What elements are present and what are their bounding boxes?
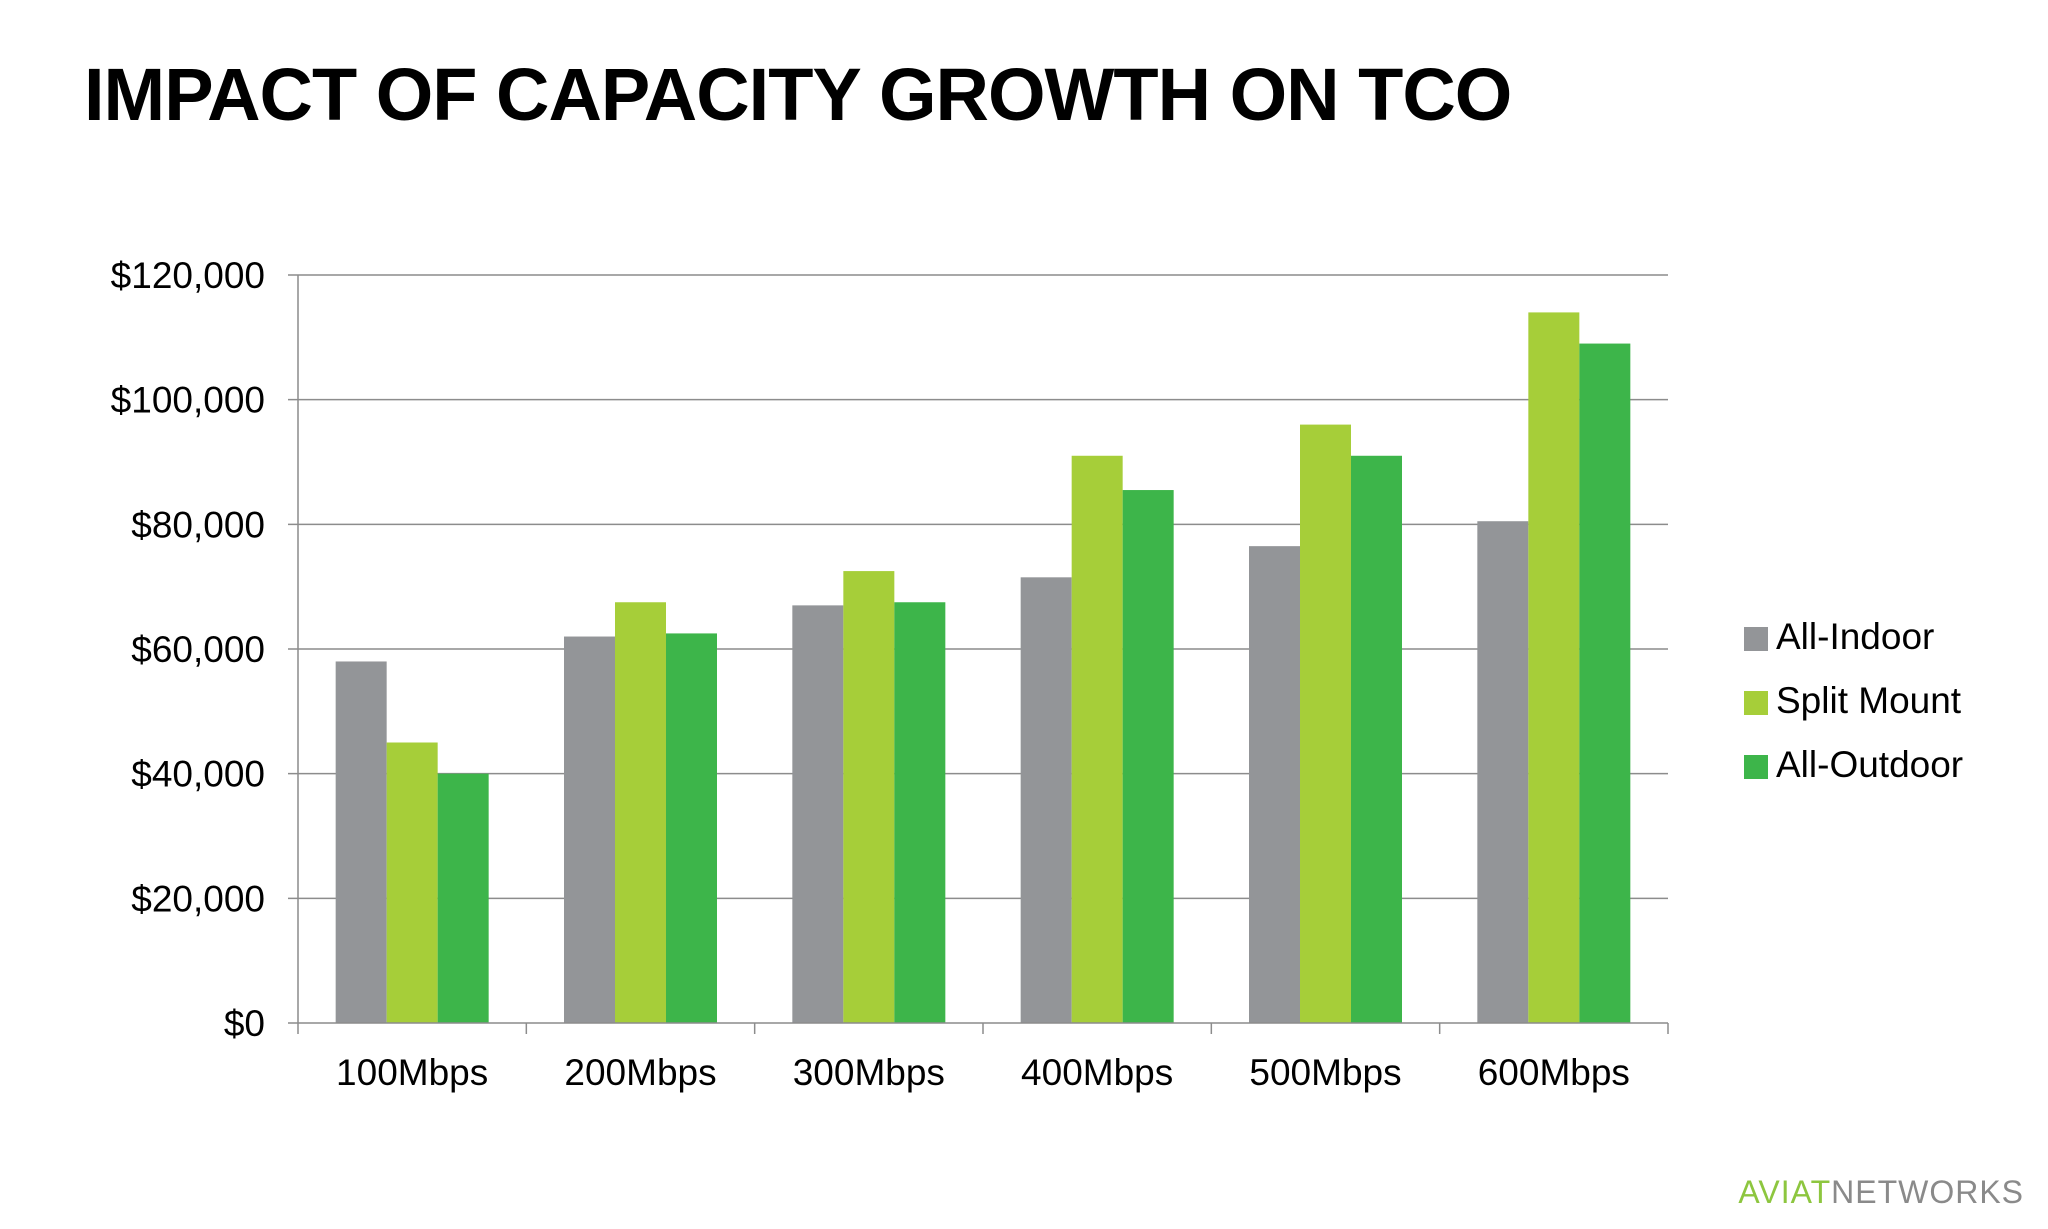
bar-all-outdoor [1122,490,1174,1023]
bar-split-mount [1300,424,1351,1024]
bar-all-outdoor [1351,455,1402,1023]
bar-all-indoor [1249,546,1300,1023]
bar-all-outdoor [894,602,946,1023]
slide-title: IMPACT OF CAPACITY GROWTH ON TCO [84,53,1512,136]
bar-split-mount [1528,312,1580,1023]
x-tick-label: 600Mbps [1478,1052,1630,1093]
company-logo: AVIATNETWORKS [1738,1174,2024,1211]
bar-all-indoor [1020,577,1072,1023]
bar-all-indoor [792,605,844,1023]
tick-labels: $0 $20,000 $40,000 $60,000 $80,000 $100,000 $1… [111,255,1630,1093]
bar-all-outdoor [1579,343,1631,1024]
y-tick-label: $40,000 [131,754,265,795]
y-tick-label: $60,000 [131,629,265,670]
x-tick-label: 400Mbps [1021,1052,1173,1093]
logo-suffix: NETWORKS [1831,1174,2024,1210]
x-tick-label: 500Mbps [1249,1052,1401,1093]
bar-all-indoor [335,661,387,1023]
bar-split-mount [1071,455,1123,1023]
x-tick-label: 200Mbps [564,1052,716,1093]
x-tick-label: 300Mbps [793,1052,945,1093]
y-tick-label: $100,000 [111,380,265,421]
bar-all-outdoor [666,633,717,1023]
logo-brand: AVIAT [1738,1174,1832,1210]
legend-label: All-Indoor [1776,616,1934,657]
y-tick-label: $0 [224,1003,265,1044]
y-tick-label: $80,000 [131,504,265,545]
bar-all-indoor [564,636,615,1023]
bar-all-indoor [1477,521,1529,1023]
legend-swatch [1744,755,1768,779]
legend-label: Split Mount [1776,680,1962,721]
axes [288,275,1669,1034]
x-tick-label: 100Mbps [336,1052,488,1093]
legend-label: All-Outdoor [1776,744,1963,785]
legend: All-Indoor Split Mount All-Outdoor [1744,616,1963,785]
y-tick-label: $20,000 [131,878,265,919]
bar-all-outdoor [437,773,489,1023]
bar-split-mount [843,571,895,1023]
bar-split-mount [615,602,666,1023]
y-tick-label: $120,000 [111,255,265,296]
bars [335,312,1631,1024]
legend-swatch [1744,691,1768,715]
gridlines [288,274,1668,900]
legend-swatch [1744,627,1768,651]
bar-split-mount [386,742,438,1023]
